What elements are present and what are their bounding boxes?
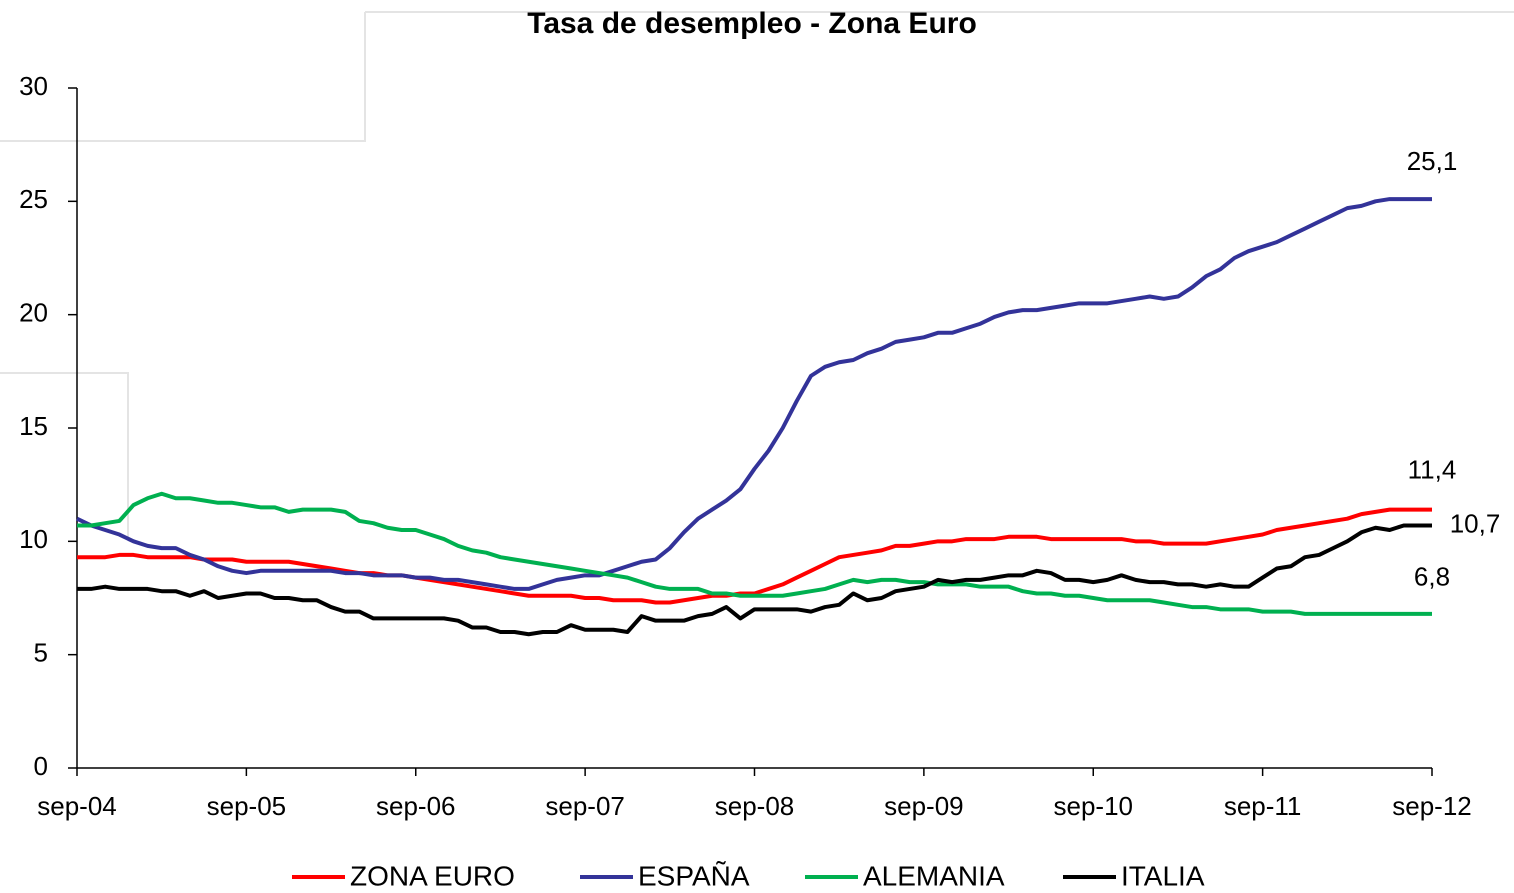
end-label: 25,1: [1407, 146, 1458, 176]
end-label: 11,4: [1408, 454, 1457, 484]
x-tick-label: sep-12: [1392, 791, 1472, 821]
x-tick-label: sep-07: [545, 791, 625, 821]
x-tick-label: sep-06: [376, 791, 456, 821]
legend-label: ALEMANIA: [863, 860, 1005, 891]
y-tick-label: 10: [19, 524, 48, 554]
end-label: 6,8: [1414, 562, 1450, 592]
legend-label: ITALIA: [1121, 860, 1205, 891]
series-line: [77, 523, 1432, 637]
y-tick-label: 5: [34, 638, 48, 668]
x-tick-label: sep-04: [37, 791, 117, 821]
x-tick-label: sep-08: [715, 791, 795, 821]
y-tick-label: 0: [34, 751, 48, 781]
series-line: [76, 197, 1432, 591]
y-tick-label: 25: [19, 184, 48, 214]
y-tick-label: 15: [19, 411, 48, 441]
y-tick-label: 20: [19, 298, 48, 328]
x-tick-label: sep-10: [1054, 791, 1134, 821]
x-tick-label: sep-11: [1224, 791, 1302, 821]
x-tick-label: sep-09: [884, 791, 964, 821]
y-tick-label: 30: [19, 71, 48, 101]
legend-label: ZONA EURO: [350, 860, 515, 891]
legend-label: ESPAÑA: [638, 860, 750, 891]
end-label: 10,7: [1450, 508, 1501, 538]
background-frame: [0, 11, 1514, 540]
series-line: [77, 507, 1432, 605]
chart-title: Tasa de desempleo - Zona Euro: [527, 7, 977, 40]
series-line: [77, 491, 1432, 616]
x-tick-label: sep-05: [207, 791, 287, 821]
